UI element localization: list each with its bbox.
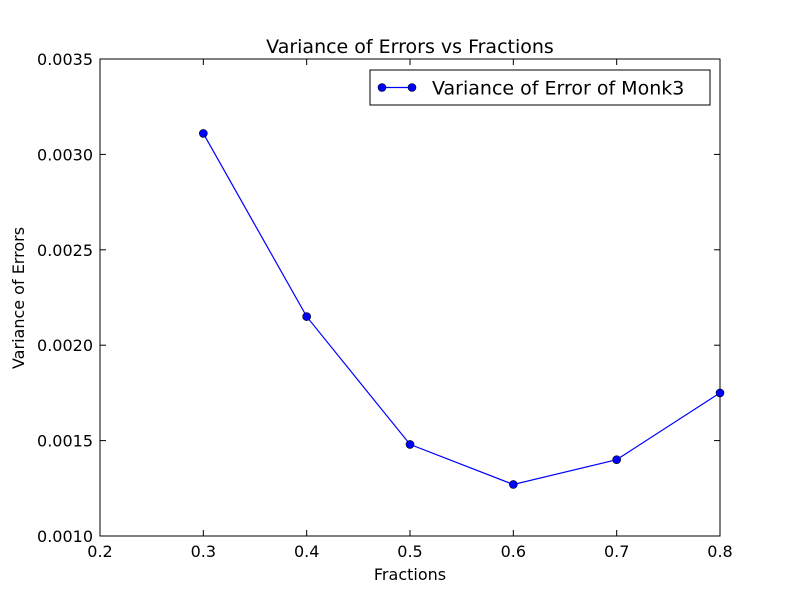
plot-area [99, 58, 721, 537]
y-axis-ticks: 0.0010 0.0015 0.0020 0.0025 0.0030 0.0035 [37, 50, 720, 546]
x-axis-ticks: 0.2 0.3 0.4 0.5 0.6 0.7 0.8 [87, 59, 733, 561]
y-tick-label: 0.0020 [37, 336, 93, 355]
x-tick-label: 0.3 [191, 542, 216, 561]
x-tick-label: 0.8 [707, 542, 732, 561]
chart-title: Variance of Errors vs Fractions [266, 36, 554, 58]
data-point [199, 129, 208, 138]
series-line [202, 133, 721, 486]
x-tick-label: 0.7 [604, 542, 629, 561]
y-tick-label: 0.0035 [37, 50, 93, 69]
legend-marker [407, 83, 417, 92]
y-axis-label: Variance of Errors [9, 227, 28, 369]
y-tick-label: 0.0025 [37, 241, 93, 260]
legend-label: Variance of Error of Monk3 [432, 78, 684, 100]
data-point [715, 388, 725, 398]
x-tick-label: 0.2 [87, 542, 112, 561]
y-tick-label: 0.0010 [37, 527, 93, 546]
data-point [509, 480, 518, 489]
x-axis-label: Fractions [374, 565, 446, 584]
x-tick-label: 0.5 [397, 542, 422, 561]
legend: Variance of Error of Monk3 [369, 69, 711, 106]
y-tick-label: 0.0030 [37, 145, 93, 164]
plot-frame [99, 58, 721, 537]
series-layer [199, 129, 725, 489]
legend-box [369, 69, 711, 106]
data-point [302, 312, 311, 321]
data-point [405, 440, 415, 449]
x-tick-label: 0.6 [501, 542, 526, 561]
legend-marker [377, 83, 387, 92]
y-tick-label: 0.0015 [37, 432, 93, 451]
data-point [612, 455, 621, 464]
x-tick-label: 0.4 [294, 542, 319, 561]
